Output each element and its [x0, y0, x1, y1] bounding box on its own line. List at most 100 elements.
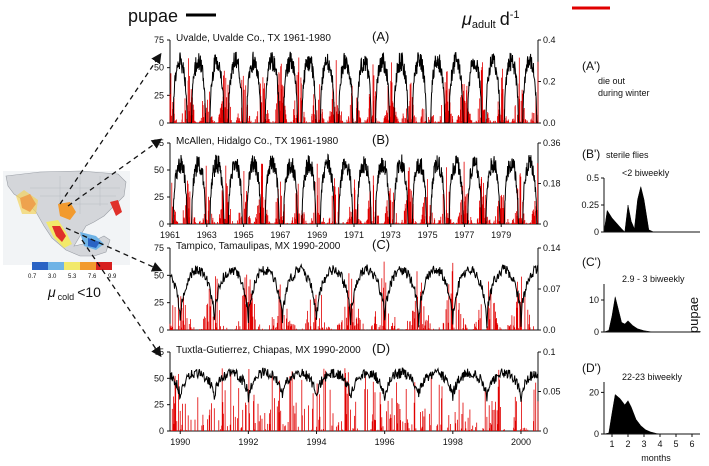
inset-y-tick-label: 0 [594, 227, 599, 237]
inset-1: 0 0.25 0.5 <2 biweekly [581, 168, 700, 237]
left-tick-label: 25 [154, 298, 164, 308]
inset-x-tick-label: 3 [641, 439, 646, 449]
side-text: sterile flies [606, 150, 649, 160]
inset-y-tick-label: 0.25 [581, 200, 599, 210]
map-hotspot-mexico-core [52, 226, 66, 242]
panel-b: 0 25 50 75 0 0.18 0.36 1961 1963 1965 1967 1969 1971… [154, 132, 649, 240]
site-arrow [65, 227, 163, 272]
left-tick-label: 50 [154, 63, 164, 73]
panel-d: 0 25 50 75 0 0.05 0.1 1990 1992 1994 1996 1998 2000 T… [154, 341, 601, 447]
left-tick-label: 75 [154, 35, 164, 45]
inset-x-tick-label: 5 [673, 439, 678, 449]
panel-tag: (C) [372, 237, 390, 252]
x-tick-label: 2000 [511, 437, 531, 447]
colorbar-tick-label: 7.6 [88, 274, 97, 280]
inset-y-tick-label: 10 [589, 295, 599, 305]
left-tick-label: 0 [159, 325, 164, 335]
right-tick-label: 0.0 [543, 325, 556, 335]
inset-3: 0 20 22-23 biweekly 1 2 3 4 5 6 months [589, 372, 700, 463]
colorbar-tick-label: 0.7 [28, 274, 37, 280]
map-hotspot-florida [110, 200, 122, 216]
series-pupae [169, 263, 539, 329]
panel-title: Uvalde, Uvalde Co., TX 1961-1980 [176, 33, 331, 44]
inset-y-tick-label: 0.5 [586, 173, 599, 183]
right-tick-label: 0.36 [543, 138, 561, 148]
inset-x-tick-label: 1 [609, 439, 614, 449]
series-pupae [169, 367, 539, 403]
left-tick-label: 25 [154, 90, 164, 100]
colorbar-tick-label: 9.9 [108, 274, 117, 280]
side-tag: (A') [582, 59, 600, 73]
map-group: 0.7 3.0 5.3 7.6 9.9 μ cold <10 [3, 170, 130, 302]
series-pupae [170, 51, 538, 124]
site-arrows [59, 52, 163, 358]
left-tick-label: 75 [154, 138, 164, 148]
x-tick-label: 1967 [270, 230, 290, 240]
x-tick-label: 1992 [238, 437, 258, 447]
left-tick-label: 75 [154, 347, 164, 357]
time-series-panels: 0 25 50 75 0.0 0.2 0.4 Uvalde, Uvalde Co., TX 1… [154, 29, 650, 447]
x-tick-label: 1998 [443, 437, 463, 447]
right-tick-label: 0.07 [543, 284, 561, 294]
x-tick-label: 1973 [381, 230, 401, 240]
inset-xlabel: months [641, 453, 671, 463]
colorbar-segment [48, 262, 64, 270]
x-tick-label: 1994 [307, 437, 327, 447]
left-tick-label: 0 [159, 118, 164, 128]
inset-y-tick-label: 0 [594, 429, 599, 439]
right-tick-label: 0 [543, 219, 548, 229]
x-tick-label: 1963 [197, 230, 217, 240]
right-tick-label: 0.0 [543, 118, 556, 128]
inset-label: 22-23 biweekly [622, 372, 683, 382]
panel-title-bg [173, 342, 345, 356]
x-tick-label: 1990 [170, 437, 190, 447]
panel-a: 0 25 50 75 0.0 0.2 0.4 Uvalde, Uvalde Co., TX 1… [154, 29, 650, 128]
panel-title: McAllen, Hidalgo Co., TX 1961-1980 [176, 136, 339, 147]
colorbar-tick-label: 3.0 [48, 274, 57, 280]
inset-x-tick-label: 6 [689, 439, 694, 449]
side-tag: (B') [582, 147, 600, 161]
inset-label: <2 biweekly [622, 168, 670, 178]
map-hotspot-texas [58, 202, 76, 220]
left-tick-label: 50 [154, 373, 164, 383]
colorbar-segment [80, 262, 96, 270]
left-tick-label: 25 [154, 192, 164, 202]
map-colorbar-segments [32, 262, 112, 270]
map-mu-cold-label: μ cold <10 [47, 284, 101, 302]
panel-tag: (D) [372, 341, 390, 356]
x-tick-label: 1996 [375, 437, 395, 447]
map-colorbar-ticks: 0.7 3.0 5.3 7.6 9.9 [28, 274, 117, 280]
x-tick-label: 1965 [234, 230, 254, 240]
panel-title-bg [173, 133, 345, 147]
inset-y-tick-label: 0 [594, 327, 599, 337]
inset-x-tick-label: 2 [625, 439, 630, 449]
histogram-area [603, 394, 664, 435]
left-tick-label: 50 [154, 270, 164, 280]
side-text: during winter [598, 88, 650, 98]
side-tag: (C') [582, 255, 601, 269]
map-hotspot-west-rim [16, 190, 38, 214]
right-tick-label: 0.14 [543, 243, 561, 253]
histogram-area [603, 186, 660, 233]
left-tick-label: 25 [154, 400, 164, 410]
side-tag: (D') [582, 361, 601, 375]
inset-y-tick-label: 20 [589, 387, 599, 397]
panel-tag: (A) [372, 29, 389, 44]
colorbar-tick-label: 5.3 [68, 274, 77, 280]
panel-title-bg [173, 238, 345, 252]
left-tick-label: 75 [154, 243, 164, 253]
x-tick-label: 1977 [454, 230, 474, 240]
site-arrow [67, 138, 163, 207]
map-hotspot-south-core [88, 238, 100, 248]
legend-pupae-label: pupae [128, 6, 178, 26]
right-tick-label: 0.2 [543, 77, 556, 87]
series-mu-adult [169, 57, 539, 123]
histogram-insets: 0 0.25 0.5 <2 biweekly 0 10 2.9 - 3 biweekly 0 2… [581, 168, 701, 463]
inset-label: 2.9 - 3 biweekly [622, 274, 685, 284]
series-mu-adult [169, 261, 535, 330]
panel-title-bg [173, 30, 345, 44]
colorbar-segment [64, 262, 80, 270]
right-tick-label: 0.1 [543, 347, 556, 357]
inset-ylabel: pupae [686, 297, 701, 333]
